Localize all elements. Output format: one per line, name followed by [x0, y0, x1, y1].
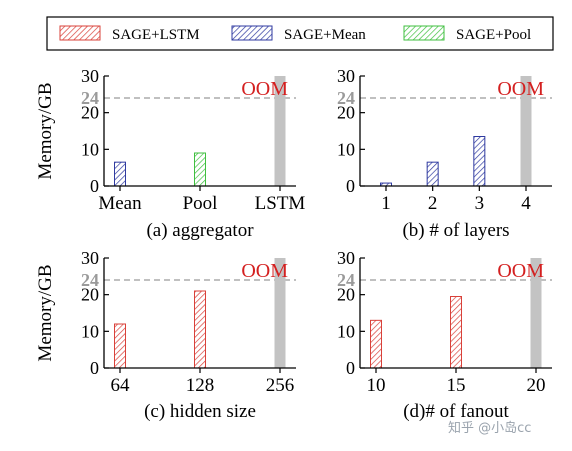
bar-Mean — [114, 161, 126, 187]
bar-oom-4 — [520, 76, 532, 186]
x-tick-label: 20 — [527, 375, 546, 396]
legend-swatch-pool — [403, 25, 445, 41]
bar-64 — [114, 323, 126, 369]
x-tick-label: 3 — [475, 193, 485, 214]
y-tick-label: 10 — [337, 321, 355, 341]
y-tick-label: 0 — [90, 176, 99, 196]
panel-title: (b) # of layers — [402, 220, 509, 241]
watermark: 知乎 @小岛cc — [448, 421, 532, 436]
y-tick-label: 20 — [337, 103, 355, 123]
bar-oom-20 — [530, 258, 542, 368]
x-tick-label: Mean — [98, 193, 142, 214]
panel-title: (a) aggregator — [146, 220, 254, 241]
y-tick-label: 0 — [90, 358, 99, 378]
x-tick-label: 15 — [447, 375, 466, 396]
bar-3 — [473, 136, 486, 187]
y-tick-label: 30 — [337, 66, 355, 86]
y-tick-label: 10 — [81, 139, 99, 159]
legend-box — [46, 16, 554, 51]
legend-label-mean: SAGE+Mean — [284, 27, 366, 43]
y-tick-label: 0 — [346, 176, 355, 196]
legend-label-pool: SAGE+Pool — [456, 27, 531, 43]
oom-label: OOM — [241, 78, 288, 100]
ref-line-label: 24 — [337, 270, 355, 290]
legend-swatch-lstm — [59, 25, 101, 41]
x-tick-label: 256 — [266, 375, 295, 396]
bar-15 — [450, 296, 462, 369]
x-tick-label: 4 — [521, 193, 531, 214]
ref-line-label: 24 — [81, 88, 99, 108]
ref-line-label: 24 — [81, 270, 99, 290]
legend: SAGE+LSTM SAGE+Mean SAGE+Pool — [46, 16, 554, 51]
y-tick-label: 0 — [346, 358, 355, 378]
y-tick-label: 10 — [81, 321, 99, 341]
bar-2 — [426, 161, 439, 187]
x-tick-label: 10 — [367, 375, 386, 396]
x-tick-label: 1 — [381, 193, 391, 214]
legend-swatch-mean — [231, 25, 273, 41]
legend-label-lstm: SAGE+LSTM — [112, 27, 200, 43]
y-tick-label: 30 — [81, 66, 99, 86]
y-tick-label: 30 — [81, 248, 99, 268]
bar-oom-LSTM — [274, 76, 286, 186]
x-tick-label: 64 — [111, 375, 131, 396]
panel-title: (c) hidden size — [144, 401, 256, 422]
y-tick-label: 20 — [81, 103, 99, 123]
y-tick-label: 20 — [337, 285, 355, 305]
x-tick-label: LSTM — [255, 193, 306, 214]
x-tick-label: Pool — [183, 193, 218, 214]
y-axis-label: Memory/GB — [35, 264, 56, 361]
ref-line-label: 24 — [337, 88, 355, 108]
bar-oom-256 — [274, 258, 286, 368]
y-axis-label: Memory/GB — [35, 82, 56, 179]
bar-128 — [194, 290, 206, 369]
bar-10 — [370, 319, 382, 369]
y-tick-label: 20 — [81, 285, 99, 305]
y-tick-label: 30 — [337, 248, 355, 268]
oom-label: OOM — [497, 78, 544, 100]
y-tick-label: 10 — [337, 139, 355, 159]
panel-title: (d)# of fanout — [403, 401, 509, 422]
x-tick-label: 2 — [428, 193, 438, 214]
bar-Pool — [194, 152, 206, 187]
x-tick-label: 128 — [186, 375, 215, 396]
oom-label: OOM — [241, 260, 288, 282]
oom-label: OOM — [497, 260, 544, 282]
